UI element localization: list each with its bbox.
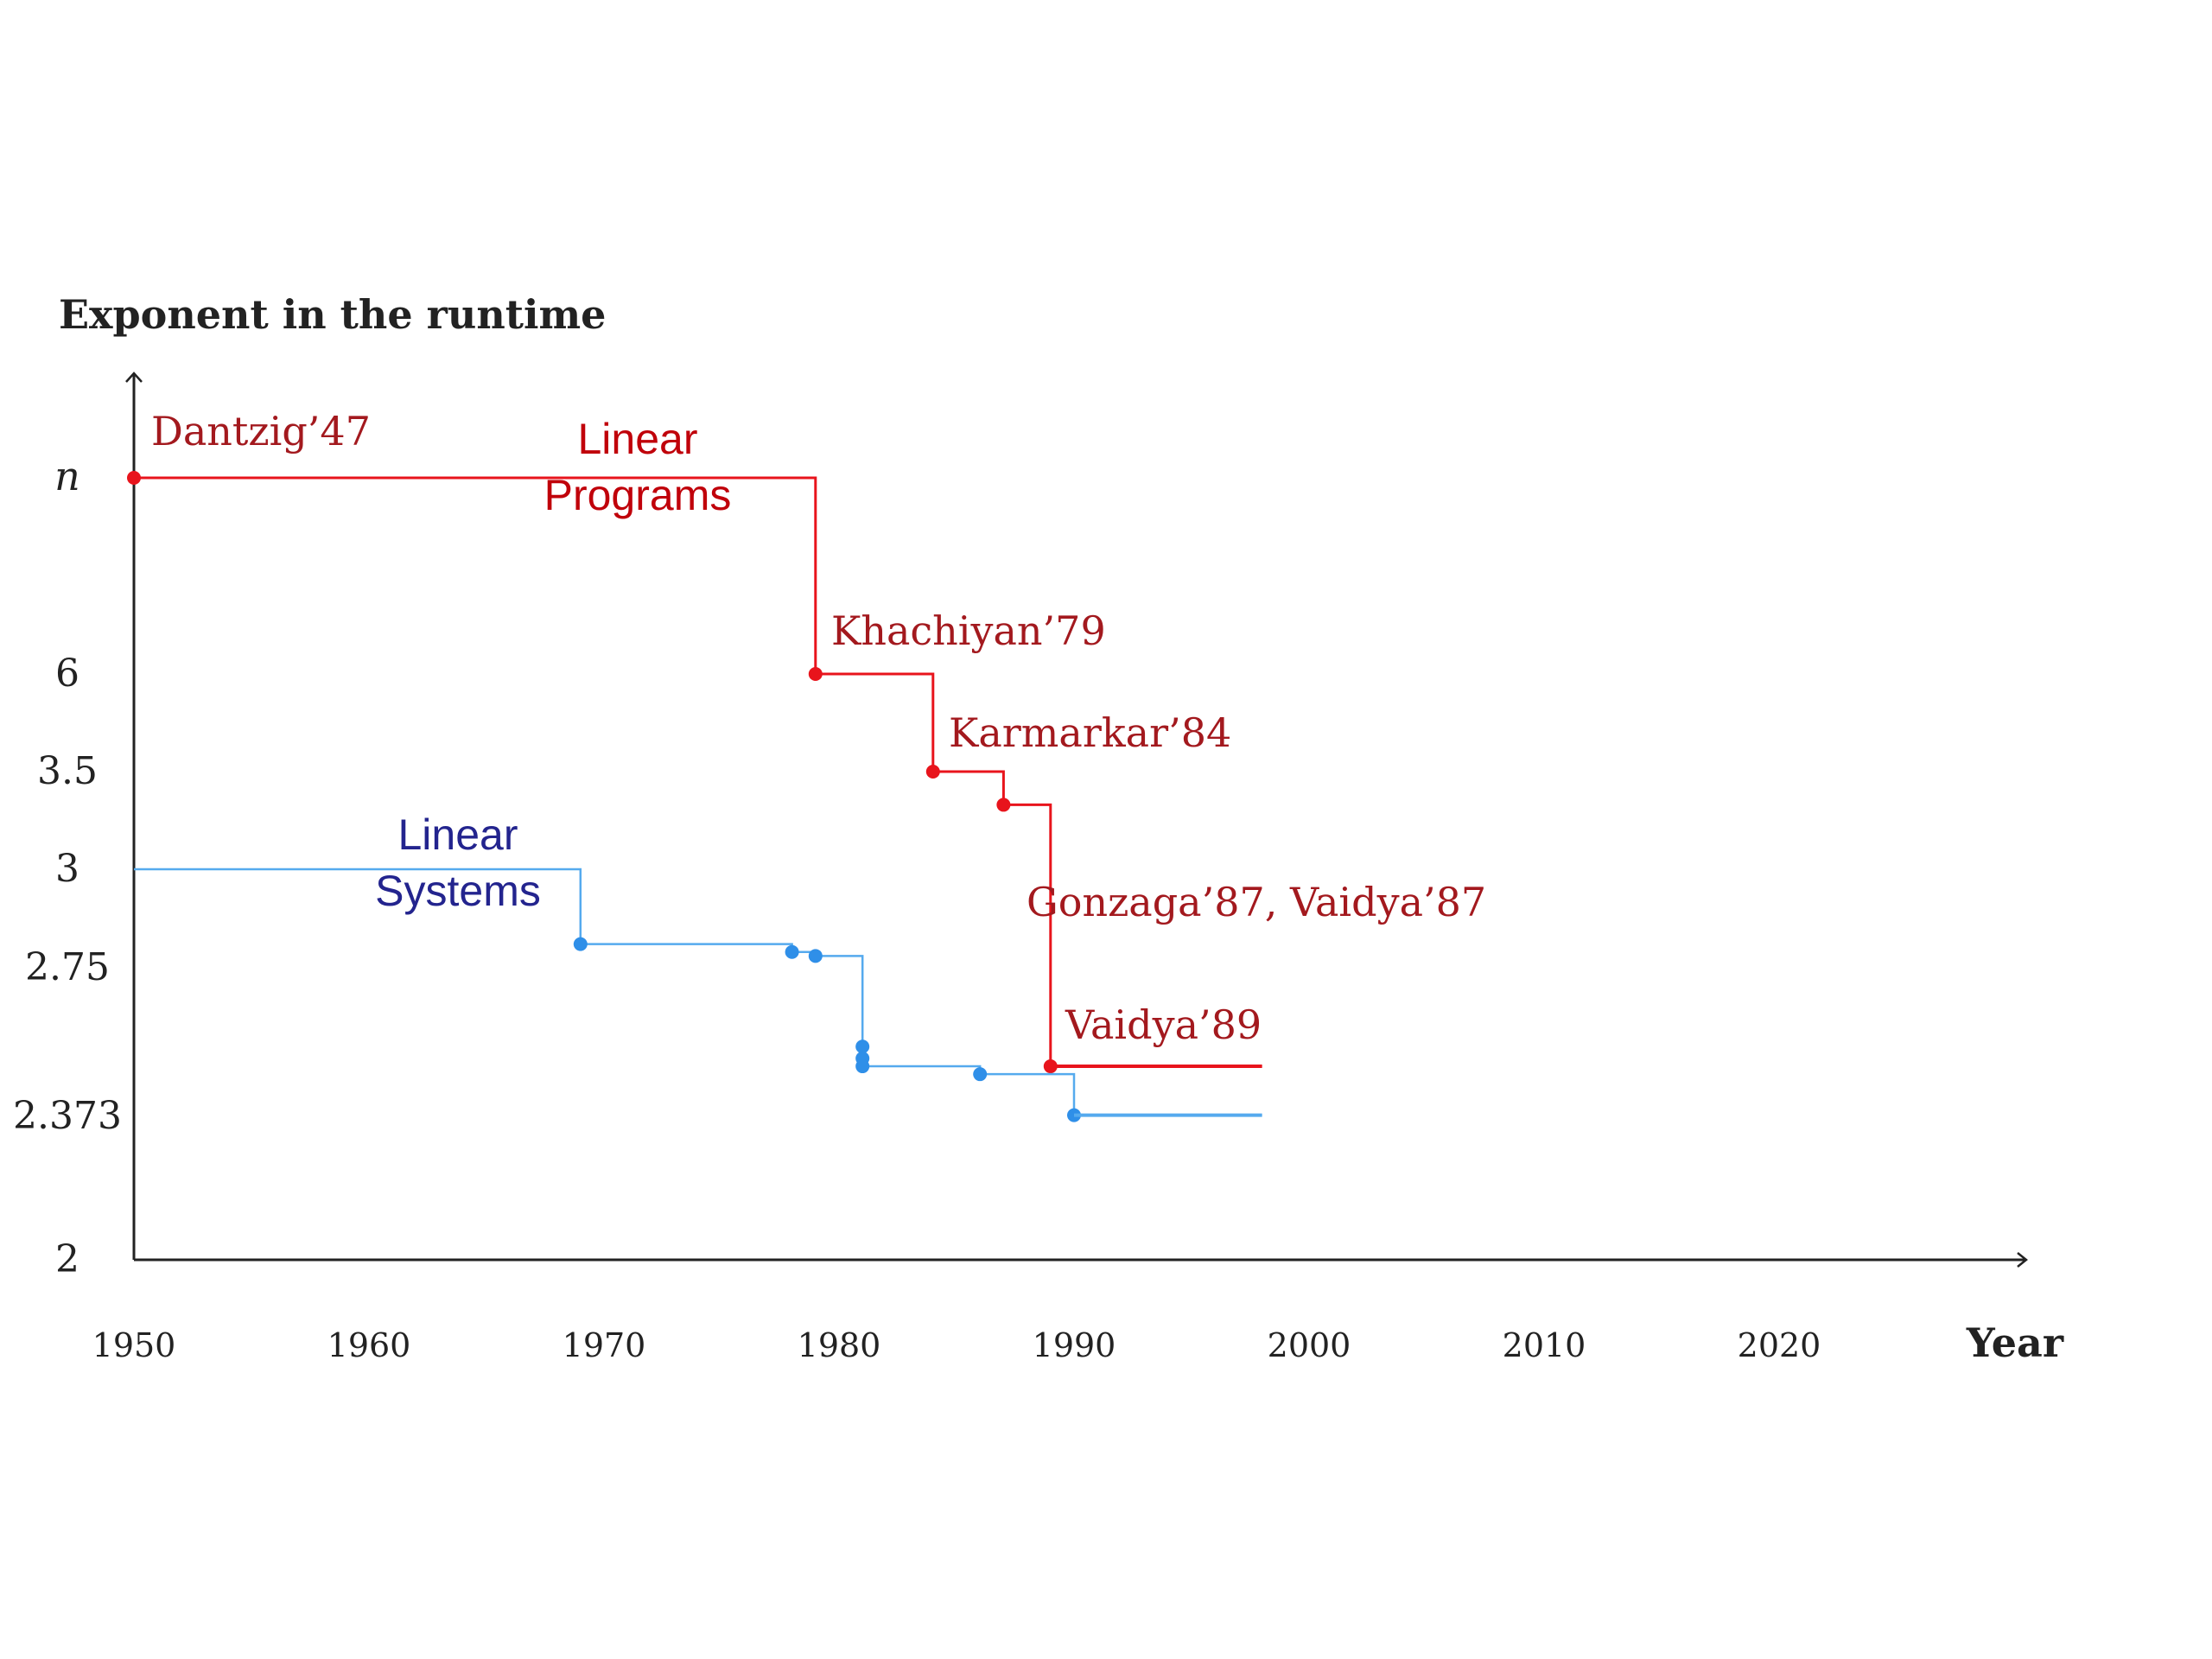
y-tick-label: 3 [55,847,79,891]
data-point [785,944,799,959]
y-tick-label: n [54,453,80,499]
series-layer [127,471,1262,1122]
annotation-label: Dantzig’47 [151,408,371,454]
series-label: Linear [398,810,518,859]
data-point [808,949,823,963]
data-point [925,765,940,779]
annotation-label: Vaidya’89 [1065,1001,1262,1048]
series-step-line [134,868,1262,1116]
series-1 [134,868,1262,1122]
y-tick-label: 2.373 [13,1094,122,1138]
x-tick-label: 1950 [92,1326,176,1364]
series-0 [127,471,1262,1074]
y-tick-label: 2.75 [25,945,110,989]
x-tick-label: 1970 [563,1326,646,1364]
data-point [855,1039,870,1054]
annotation-label: Karmarkar’84 [949,709,1231,756]
x-axis-arrowhead [2017,1252,2029,1268]
labels-layer: Linear Programs Linear Systems Dantzig’47 Kha… [151,408,1486,1048]
series-label: Programs [544,471,732,519]
data-point [996,798,1011,812]
x-tick-label: 2020 [1738,1326,1821,1364]
y-axis-arrowhead [125,372,143,383]
data-point [573,937,588,951]
y-axis-title: Exponent in the runtime [59,291,606,338]
y-tick-label: 2 [55,1237,79,1281]
y-tick-label: 3.5 [37,749,98,793]
annotation-label: Gonzaga’87, Vaidya’87 [1027,879,1486,925]
data-point [127,471,141,485]
axes: 1950 1960 1970 1980 1990 2000 2010 2020 n 6 3.5 3 2.… [13,372,2029,1364]
data-point [855,1059,870,1074]
series-label: Systems [375,867,541,915]
series-label: Linear [578,415,698,463]
x-tick-label: 2010 [1503,1326,1586,1364]
x-tick-label: 1960 [327,1326,411,1364]
data-point [808,667,823,681]
x-tick-label: 1980 [798,1326,881,1364]
data-point [973,1067,988,1082]
y-tick-label: 6 [55,652,79,696]
x-axis-title: Year [1966,1319,2064,1366]
annotation-label: Khachiyan’79 [831,607,1106,654]
x-tick-label: 2000 [1268,1326,1351,1364]
series-step-line [134,476,1262,1068]
x-tick-label: 1990 [1033,1326,1116,1364]
